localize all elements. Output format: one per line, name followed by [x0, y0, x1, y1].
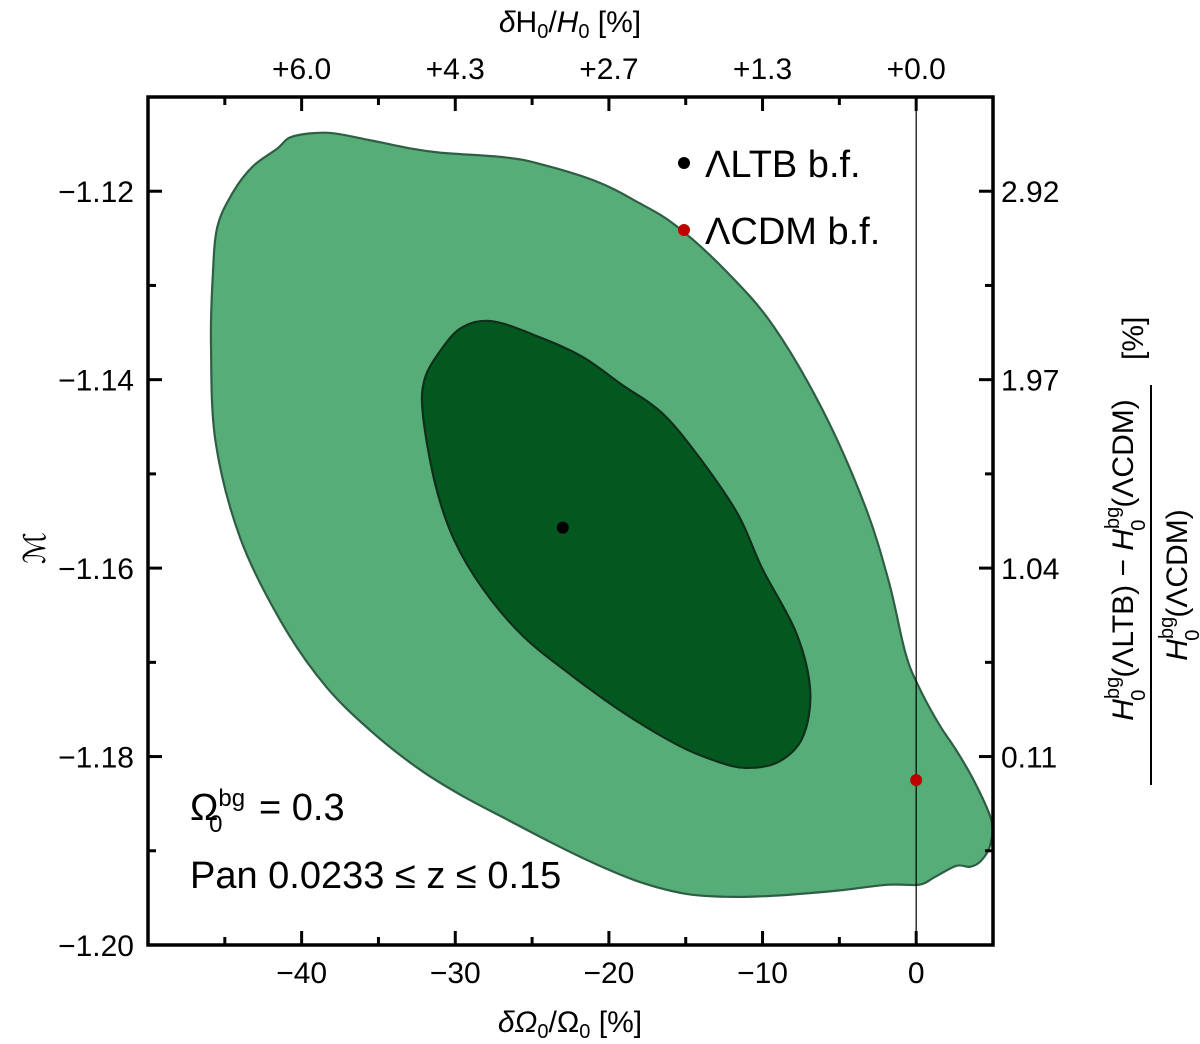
axis-tick-labels: −40 −30 −20 −10 0 +6.0 +4.3 +2.7 +1.3 +0.0 −1.12 −1… [58, 53, 1059, 990]
y-right-tick-label: 1.04 [1001, 553, 1059, 586]
legend-marker-ltb [678, 157, 690, 169]
y-tick-label: −1.18 [58, 742, 134, 775]
y-tick-label: −1.14 [58, 365, 134, 398]
legend-marker-cdm [678, 224, 690, 236]
legend: ΛLTB b.f. ΛCDM b.f. [678, 144, 880, 253]
y-right-tick-label: 0.11 [1001, 742, 1057, 775]
right-title-numerator: Hbg 0(ΛLTB) − Hbg 0(ΛCDM) [1102, 399, 1150, 720]
x-top-tick-label: +6.0 [272, 53, 331, 86]
axis-ticks [148, 97, 993, 947]
x-axis-title-bottom: δΩ0/Ω0 [%] [498, 1006, 642, 1043]
point-cdm-best-fit [910, 774, 923, 787]
plot-frame [146, 95, 995, 947]
x-axis-title-top: δδHH0/H0 [%] [499, 6, 641, 43]
y-right-tick-label: 2.92 [1001, 176, 1059, 209]
y-tick-label: −1.20 [58, 930, 134, 963]
point-ltb-best-fit [556, 521, 569, 534]
contour-1sigma [420, 319, 812, 770]
x-tick-label: −20 [583, 957, 634, 990]
x-tick-label: −30 [430, 957, 481, 990]
y-right-tick-label: 1.97 [1001, 365, 1059, 398]
y-axis-title-left: ℳ [19, 532, 52, 564]
x-tick-label: 0 [908, 957, 925, 990]
legend-label-ltb: ΛLTB b.f. [705, 144, 861, 186]
x-top-tick-label: +0.0 [887, 53, 946, 86]
y-tick-label: −1.12 [58, 176, 134, 209]
x-top-tick-label: +2.7 [579, 53, 638, 86]
x-top-tick-label: +1.3 [733, 53, 792, 86]
x-top-tick-label: +4.3 [426, 53, 485, 86]
right-title-unit: [%] [1117, 317, 1150, 360]
legend-label-cdm: ΛCDM b.f. [705, 211, 880, 253]
annotation-box: Ωbg 0 = 0.3 Pan 0.0233 ≤ z ≤ 0.15 [190, 785, 561, 897]
x-tick-label: −40 [276, 957, 327, 990]
contour-layer [209, 131, 993, 899]
best-fit-points [556, 521, 923, 787]
x-tick-label: −10 [737, 957, 788, 990]
y-tick-label: −1.16 [58, 553, 134, 586]
omega-annotation: Ωbg 0 = 0.3 [190, 785, 345, 838]
redshift-range-annotation: Pan 0.0233 ≤ z ≤ 0.15 [190, 855, 561, 897]
